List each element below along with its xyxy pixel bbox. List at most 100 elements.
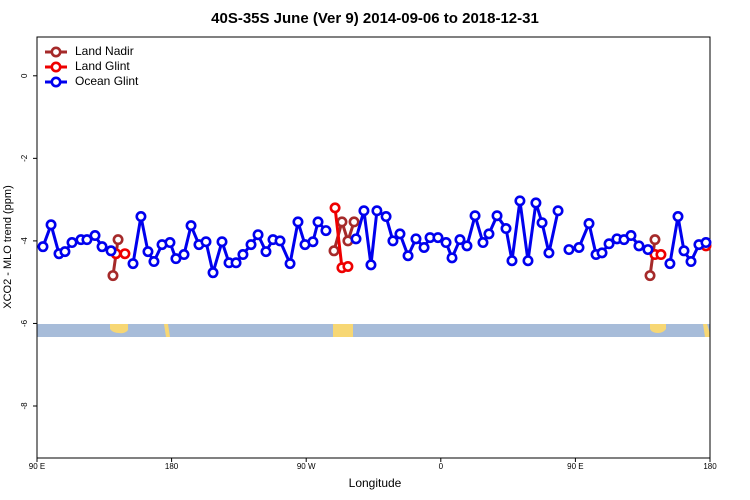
x-tick-label: 180 <box>703 462 717 471</box>
data-point <box>514 195 526 207</box>
data-point <box>491 210 503 222</box>
data-point <box>284 258 296 270</box>
data-point <box>37 241 49 253</box>
data-point <box>274 235 286 247</box>
data-point <box>320 225 332 237</box>
data-point <box>603 238 615 250</box>
data-point <box>402 250 414 262</box>
land-patch <box>110 324 128 334</box>
data-point <box>461 240 473 252</box>
data-point <box>573 242 585 254</box>
data-point <box>552 205 564 217</box>
data-point <box>530 197 542 209</box>
data-point <box>200 236 212 248</box>
data-point <box>336 216 348 228</box>
x-tick-label: 90 E <box>29 462 45 471</box>
data-point <box>596 247 608 259</box>
y-tick-label: -6 <box>20 319 29 327</box>
data-point <box>348 216 360 228</box>
data-point <box>664 258 676 270</box>
data-point <box>685 256 697 268</box>
data-point <box>350 233 362 245</box>
land-patch <box>703 324 710 337</box>
data-point <box>148 256 160 268</box>
data-point <box>230 257 242 269</box>
data-point <box>365 259 377 271</box>
data-point <box>170 253 182 265</box>
chart-title: 40S-35S June (Ver 9) 2014-09-06 to 2018-… <box>211 10 539 27</box>
x-axis-label: Longitude <box>349 476 402 490</box>
data-point <box>307 236 319 248</box>
data-point <box>432 232 444 244</box>
data-point <box>522 255 534 267</box>
data-point <box>625 230 637 242</box>
data-point <box>506 255 518 267</box>
data-point <box>328 245 340 257</box>
data-point <box>649 234 661 246</box>
data-point <box>477 237 489 249</box>
data-point <box>178 249 190 261</box>
x-tick-label: 180 <box>165 462 179 471</box>
data-point <box>135 211 147 223</box>
data-point <box>440 237 452 249</box>
legend-label: Land Nadir <box>75 44 134 58</box>
data-point <box>112 234 124 246</box>
land-patch <box>650 324 666 333</box>
data-point <box>107 270 119 282</box>
data-point <box>105 245 117 257</box>
data-point <box>245 239 257 251</box>
data-point <box>342 260 354 272</box>
data-point <box>678 245 690 257</box>
data-point <box>66 237 78 249</box>
land-patch <box>164 324 170 337</box>
x-tick-label: 90 E <box>567 462 583 471</box>
legend-marker <box>50 76 62 88</box>
data-point <box>469 210 481 222</box>
data-point <box>358 205 370 217</box>
data-point <box>644 270 656 282</box>
y-tick-label: -8 <box>20 402 29 410</box>
data-point <box>454 234 466 246</box>
data-point <box>312 216 324 228</box>
data-point <box>96 241 108 253</box>
data-point <box>380 211 392 223</box>
data-point <box>642 244 654 256</box>
legend-marker <box>50 61 62 73</box>
x-tick-label: 90 W <box>297 462 316 471</box>
data-point <box>292 216 304 228</box>
data-point <box>583 218 595 230</box>
land-patch <box>333 324 353 337</box>
data-point <box>81 234 93 246</box>
data-point <box>418 242 430 254</box>
data-point <box>142 246 154 258</box>
y-tick-label: -2 <box>20 154 29 162</box>
data-point <box>329 202 341 214</box>
data-point <box>483 228 495 240</box>
data-point <box>446 252 458 264</box>
data-point <box>127 258 139 270</box>
x-tick-label: 0 <box>439 462 444 471</box>
data-point <box>700 237 712 249</box>
y-axis-label: XCO2 - MLO trend (ppm) <box>2 185 14 308</box>
data-point <box>371 205 383 217</box>
data-point <box>260 246 272 258</box>
legend-marker <box>50 46 62 58</box>
data-point <box>45 219 57 231</box>
data-point <box>655 249 667 261</box>
data-point <box>237 249 249 261</box>
data-point <box>536 217 548 229</box>
legend-label: Land Glint <box>75 59 130 73</box>
data-point <box>410 233 422 245</box>
data-point <box>89 230 101 242</box>
data-point <box>185 220 197 232</box>
data-point <box>59 246 71 258</box>
data-point <box>394 228 406 240</box>
data-point <box>119 248 131 260</box>
y-tick-label: -4 <box>20 237 29 245</box>
data-point <box>500 223 512 235</box>
data-point <box>216 236 228 248</box>
legend-label: Ocean Glint <box>75 74 139 88</box>
data-point <box>207 267 219 279</box>
